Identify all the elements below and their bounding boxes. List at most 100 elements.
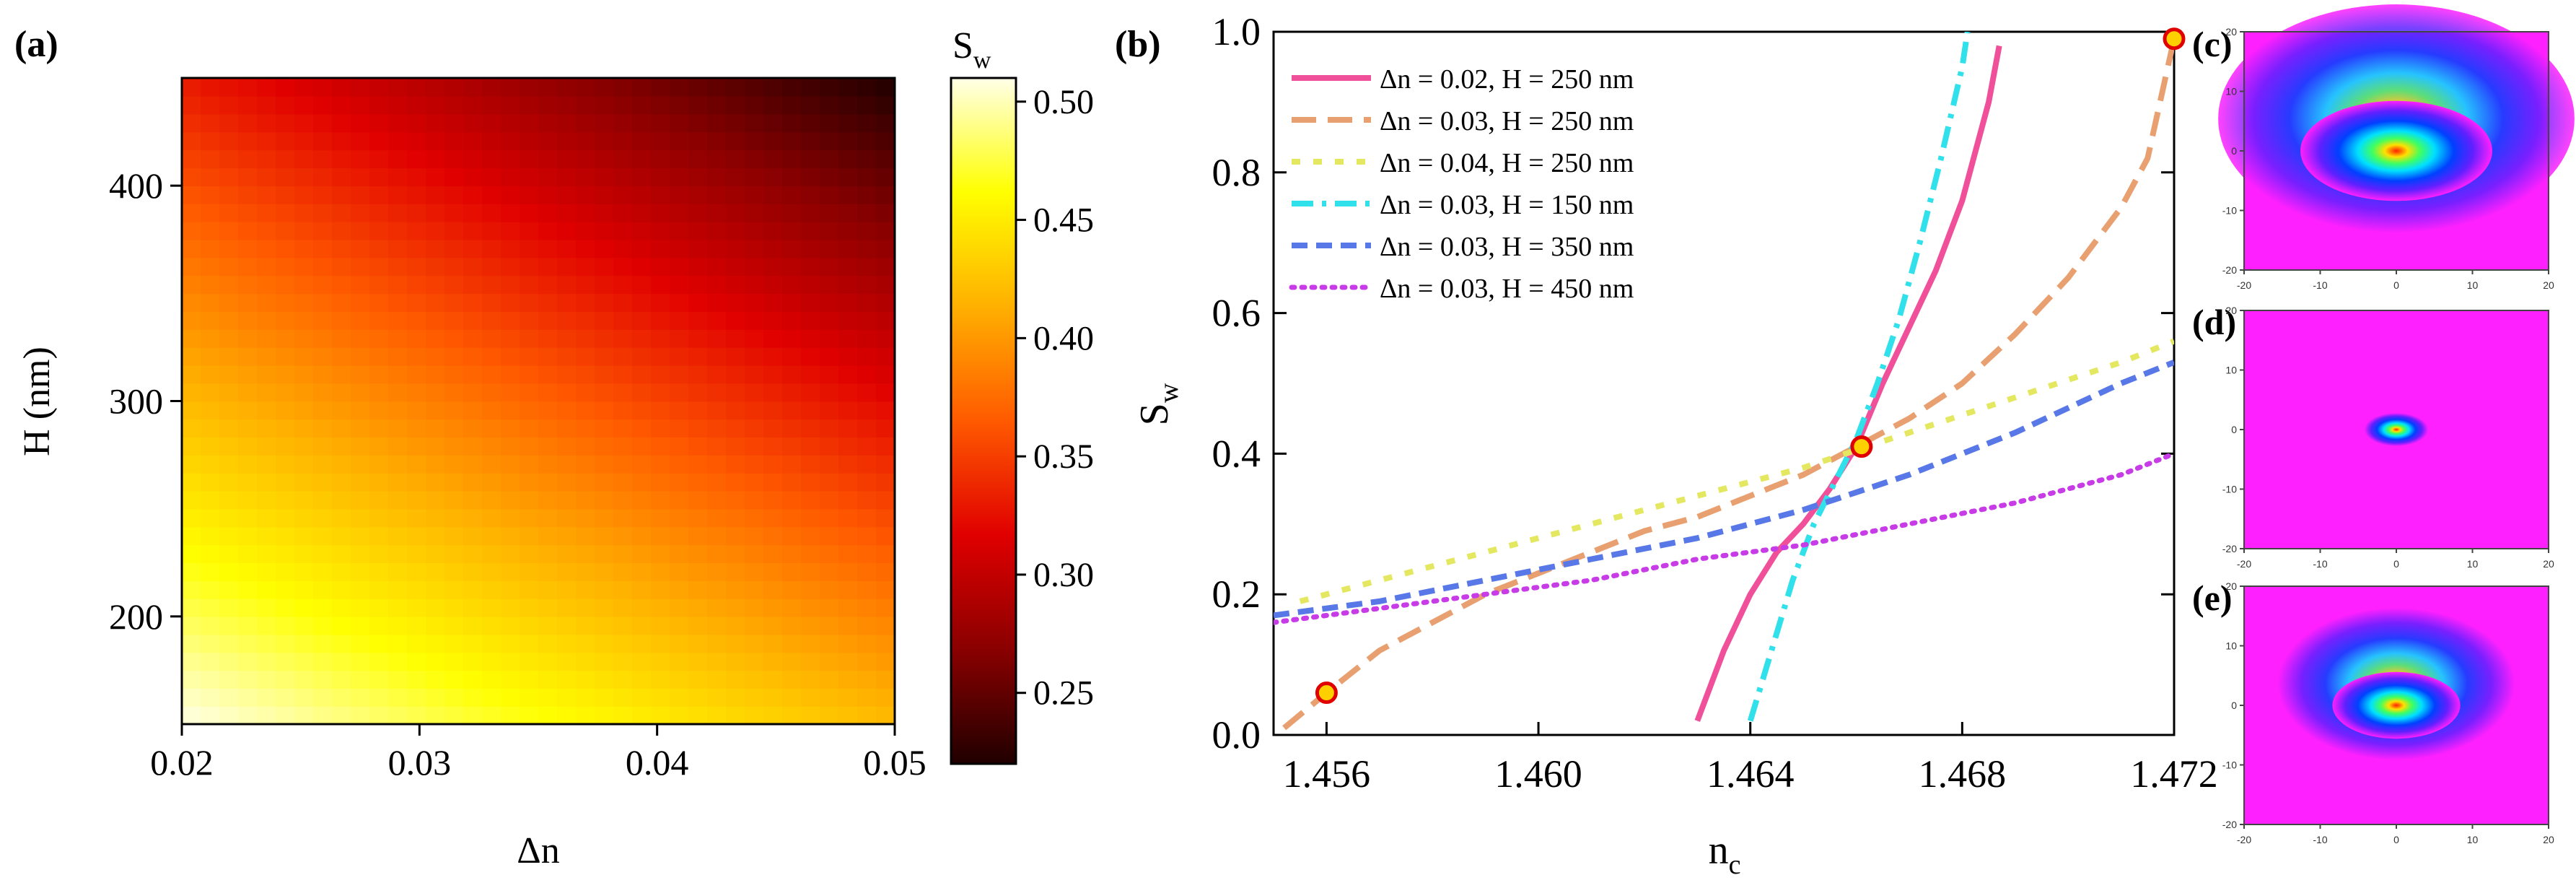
heatmap-a-cell [313, 688, 333, 707]
heatmap-a-cell [782, 131, 802, 151]
line-b-marker [2163, 27, 2186, 51]
heatmap-a-cell [726, 455, 745, 474]
heatmap-a-cell [482, 221, 501, 240]
heatmap-a-cell [726, 221, 745, 240]
heatmap-a-cell [726, 293, 745, 312]
heatmap-a-cell [182, 688, 201, 707]
heatmap-a-cell [820, 526, 839, 546]
heatmap-a-cell [201, 580, 220, 599]
heatmap-a-cell [463, 95, 483, 115]
heatmap-a-cell [407, 383, 426, 402]
heatmap-a-cell [688, 526, 708, 546]
heatmap-a-cell [201, 383, 220, 402]
heatmap-a-cell [313, 437, 333, 456]
heatmap-a-cell [782, 652, 802, 671]
heatmap-a-cell [238, 365, 258, 384]
heatmap-a-cell [576, 239, 595, 258]
heatmap-a-cell [782, 329, 802, 348]
heatmap-a-cell [369, 95, 389, 115]
heatmap-a-cell [294, 419, 314, 438]
heatmap-a-cell [857, 544, 877, 564]
mode-d-ytick-label: 0 [2231, 424, 2237, 435]
heatmap-a-cell [238, 293, 258, 312]
heatmap-a-cell [482, 526, 501, 546]
heatmap-a-cell [576, 275, 595, 295]
heatmap-a-cell [313, 204, 333, 222]
heatmap-a-cell [276, 526, 295, 546]
heatmap-a-cell [182, 472, 201, 492]
heatmap-a-cell [782, 526, 802, 546]
colorbar-a-gradient [951, 78, 1016, 764]
heatmap-a-cell [632, 149, 652, 169]
heatmap-a-cell [782, 95, 802, 115]
heatmap-a-cell [482, 149, 501, 169]
heatmap-a-cell [688, 562, 708, 581]
heatmap-a-cell [876, 437, 895, 456]
heatmap-a-cell [463, 257, 483, 277]
heatmap-a-cell [388, 95, 408, 115]
heatmap-a-cell [595, 706, 614, 725]
heatmap-a-cell [444, 186, 464, 204]
line-b-legend-label: Δn = 0.03, H = 350 nm [1380, 232, 1634, 262]
heatmap-a-cell [182, 437, 201, 456]
heatmap-a-cell [482, 239, 501, 258]
heatmap-a-cell [557, 508, 577, 528]
heatmap-a-cell [801, 419, 820, 438]
heatmap-a-cell [651, 293, 670, 312]
heatmap-a-cell [294, 78, 314, 97]
heatmap-a-cell [838, 598, 858, 617]
heatmap-a-cell [557, 167, 577, 186]
heatmap-a-cell [820, 204, 839, 222]
mode-d-xtick-label: 10 [2467, 558, 2479, 570]
heatmap-a-cell [257, 329, 276, 348]
colorbar-a-tick-label: 0.35 [1033, 438, 1094, 476]
line-b-legend-label: Δn = 0.03, H = 150 nm [1380, 190, 1634, 220]
heatmap-a-cell [763, 221, 783, 240]
heatmap-a-cell [763, 490, 783, 510]
heatmap-a-cell [257, 257, 276, 277]
colorbar-a-tick-label: 0.30 [1033, 556, 1094, 594]
heatmap-a-cell [857, 472, 877, 492]
heatmap-a-cell [632, 508, 652, 528]
heatmap-a-cell [501, 562, 520, 581]
heatmap-a-cell [201, 347, 220, 366]
heatmap-a-cell [520, 113, 539, 133]
heatmap-a-cell [520, 562, 539, 581]
heatmap-a-cell [613, 239, 633, 258]
mode-c-ytick-label: 10 [2225, 86, 2237, 97]
heatmap-a-cell [219, 598, 239, 617]
heatmap-a-cell [782, 113, 802, 133]
heatmap-a-cell [820, 239, 839, 258]
heatmap-a-cell [294, 598, 314, 617]
heatmap-a-cell [276, 580, 295, 599]
heatmap-a-cell [876, 688, 895, 707]
heatmap-a-cell [219, 526, 239, 546]
heatmap-a-cell [538, 508, 558, 528]
heatmap-a-cell [426, 688, 445, 707]
heatmap-a-cell [369, 598, 389, 617]
heatmap-a-cell [501, 670, 520, 689]
heatmap-a-cell [670, 257, 689, 277]
heatmap-a-cell [651, 706, 670, 725]
heatmap-a-cell [407, 167, 426, 186]
heatmap-a-cell [351, 347, 370, 366]
heatmap-a-cell [501, 186, 520, 204]
heatmap-a-cell [201, 257, 220, 277]
heatmap-a-cell [857, 149, 877, 169]
heatmap-a-cell [763, 401, 783, 420]
heatmap-a-cell [613, 186, 633, 204]
heatmap-a-cell [463, 311, 483, 330]
heatmap-a-cell [726, 652, 745, 671]
heatmap-a-cell [670, 688, 689, 707]
mode-c-ytick-label: -10 [2222, 205, 2237, 217]
heatmap-a-cell [688, 95, 708, 115]
heatmap-a-cell [576, 78, 595, 97]
heatmap-a-cell [182, 401, 201, 420]
heatmap-a-cell [820, 167, 839, 186]
heatmap-a-cell [444, 419, 464, 438]
heatmap-a-cell [670, 329, 689, 348]
heatmap-a-cell [538, 437, 558, 456]
line-b-markers [1315, 27, 2186, 705]
heatmap-a-cell [801, 490, 820, 510]
heatmap-a-cell [538, 275, 558, 295]
